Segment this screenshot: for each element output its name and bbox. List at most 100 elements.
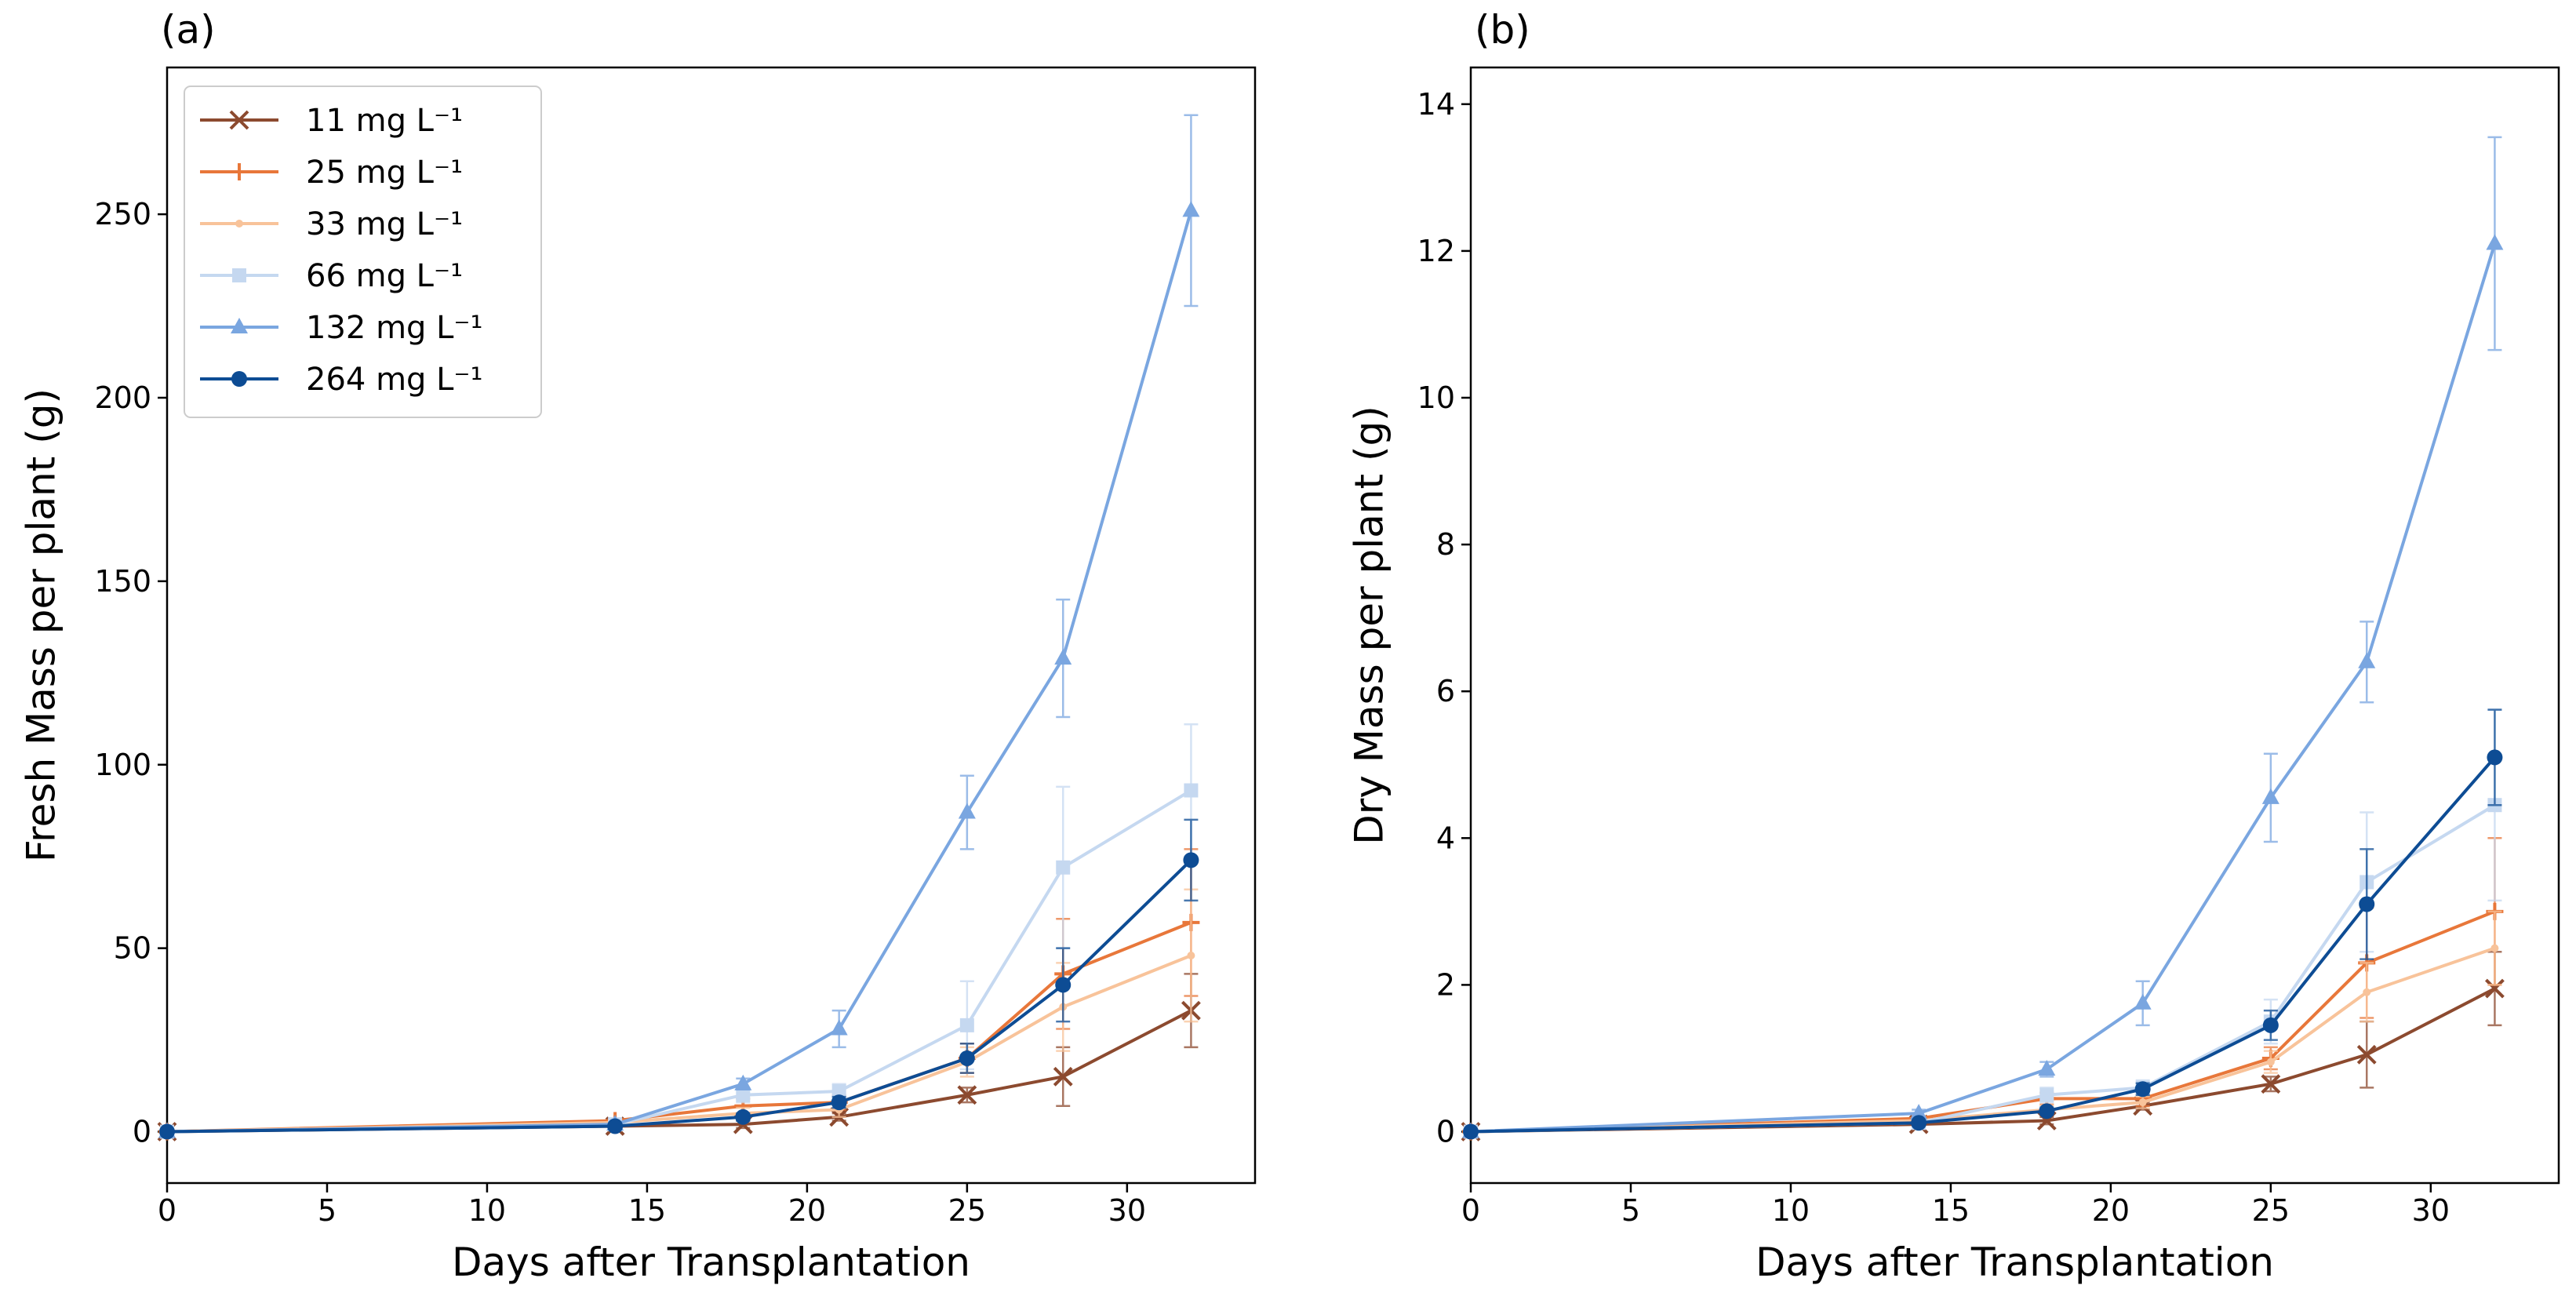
series-line xyxy=(166,921,1192,1134)
y-tick-label: 12 xyxy=(1417,234,1455,268)
data-point xyxy=(2359,896,2375,912)
data-point xyxy=(2358,652,2376,668)
legend-box xyxy=(184,86,542,418)
data-point xyxy=(735,1109,751,1125)
plot-frame xyxy=(166,66,1257,1185)
x-tick-label: 20 xyxy=(788,1193,826,1228)
data-point xyxy=(1910,1104,1928,1120)
legend-marker xyxy=(232,268,246,282)
series-1 xyxy=(1462,837,2504,1141)
data-point xyxy=(159,1123,175,1140)
data-point xyxy=(2363,988,2371,996)
data-point xyxy=(2138,1098,2147,1107)
data-point xyxy=(2484,978,2505,999)
data-point xyxy=(734,1074,752,1090)
data-point xyxy=(958,803,976,819)
data-point xyxy=(2261,788,2279,804)
data-point xyxy=(1911,1115,1927,1131)
legend-label: 132 mg L⁻¹ xyxy=(306,310,483,346)
data-point xyxy=(1054,649,1072,665)
legend-label: 11 mg L⁻¹ xyxy=(306,103,463,139)
x-tick-label: 5 xyxy=(1621,1193,1640,1228)
data-point xyxy=(959,1050,975,1066)
chart-panel-a: (a) 0 5 10 15 20 25 30 0 50 100 150 200 250 Days after… xyxy=(19,7,1257,1285)
legend-marker xyxy=(231,318,248,333)
data-point xyxy=(831,1094,847,1111)
x-tick-label: 15 xyxy=(628,1193,666,1228)
data-point xyxy=(2487,749,2503,766)
legend-label: 25 mg L⁻¹ xyxy=(306,155,463,191)
y-tick-label: 200 xyxy=(94,380,151,415)
data-point xyxy=(2261,1074,2281,1094)
x-tick-label: 5 xyxy=(318,1193,337,1228)
data-point xyxy=(607,1118,624,1134)
data-point xyxy=(1055,977,1072,993)
data-point xyxy=(1053,1066,1073,1087)
data-point xyxy=(2490,944,2499,952)
series-3 xyxy=(1464,708,2502,1139)
legend-entry: 11 mg L⁻¹ xyxy=(200,103,463,139)
x-tick-label: 0 xyxy=(1461,1193,1480,1228)
legend: 11 mg L⁻¹ 25 mg L⁻¹ 33 mg L⁻¹ 66 mg L⁻¹ 132 … xyxy=(184,86,542,418)
x-tick-label: 30 xyxy=(1108,1193,1146,1228)
x-tick-label: 10 xyxy=(468,1193,506,1228)
panel-label: (a) xyxy=(161,7,216,53)
y-tick-label: 2 xyxy=(1436,967,1455,1002)
data-point xyxy=(2266,1058,2275,1066)
data-point xyxy=(2356,1044,2377,1065)
y-axis-label: Dry Mass per plant (g) xyxy=(1347,406,1392,844)
data-point xyxy=(2134,1081,2151,1098)
y-tick-label: 6 xyxy=(1436,674,1455,708)
data-point xyxy=(831,1084,846,1099)
legend-marker xyxy=(231,163,248,180)
series-3 xyxy=(160,723,1199,1139)
x-tick-label: 10 xyxy=(1772,1193,1810,1228)
legend-marker xyxy=(231,371,247,387)
y-tick-label: 100 xyxy=(94,748,151,782)
legend-entry: 264 mg L⁻¹ xyxy=(200,362,483,398)
legend-entry: 33 mg L⁻¹ xyxy=(200,206,463,242)
y-tick-label: 250 xyxy=(94,197,151,231)
x-tick-label: 0 xyxy=(158,1193,176,1228)
x-tick-label: 20 xyxy=(2092,1193,2130,1228)
series-2 xyxy=(1467,910,2502,1136)
legend-label: 66 mg L⁻¹ xyxy=(306,258,463,294)
x-tick-label: 25 xyxy=(948,1193,986,1228)
y-tick-label: 4 xyxy=(1436,821,1455,855)
series-2 xyxy=(163,888,1199,1136)
data-point xyxy=(959,1018,974,1032)
data-point xyxy=(2038,1059,2056,1076)
data-point xyxy=(2486,234,2504,250)
x-axis-label: Days after Transplantation xyxy=(452,1240,970,1285)
data-point xyxy=(1463,1123,1479,1140)
y-tick-label: 0 xyxy=(133,1115,151,1149)
series-line xyxy=(1470,756,2496,1134)
y-tick-label: 14 xyxy=(1417,87,1455,122)
legend-entry: 66 mg L⁻¹ xyxy=(200,258,463,294)
series-4 xyxy=(1462,136,2504,1138)
data-point xyxy=(1183,852,1199,868)
y-axis-label: Fresh Mass per plant (g) xyxy=(19,388,64,862)
data-point xyxy=(1184,783,1199,798)
y-tick-label: 8 xyxy=(1436,527,1455,562)
legend-entry: 132 mg L⁻¹ xyxy=(200,310,483,346)
panel-label: (b) xyxy=(1475,7,1530,53)
series-1 xyxy=(158,848,1200,1141)
legend-marker xyxy=(229,110,249,130)
series-5 xyxy=(1463,708,2503,1140)
legend-label: 33 mg L⁻¹ xyxy=(306,206,463,242)
y-tick-label: 50 xyxy=(114,931,151,966)
data-point xyxy=(830,1019,848,1036)
data-point xyxy=(736,1087,751,1102)
chart-panel-b: (b) 0 5 10 15 20 25 30 0 2 4 6 8 10 12 14 Days after Tra… xyxy=(1347,7,2560,1285)
data-point xyxy=(1187,951,1195,959)
y-tick-label: 0 xyxy=(1436,1115,1455,1149)
x-axis-label: Days after Transplantation xyxy=(1756,1240,2274,1285)
legend-marker xyxy=(235,220,243,228)
x-tick-label: 25 xyxy=(2252,1193,2290,1228)
data-point xyxy=(2134,993,2152,1010)
data-point xyxy=(1056,860,1071,875)
legend-label: 264 mg L⁻¹ xyxy=(306,362,483,398)
data-point xyxy=(1182,201,1200,217)
